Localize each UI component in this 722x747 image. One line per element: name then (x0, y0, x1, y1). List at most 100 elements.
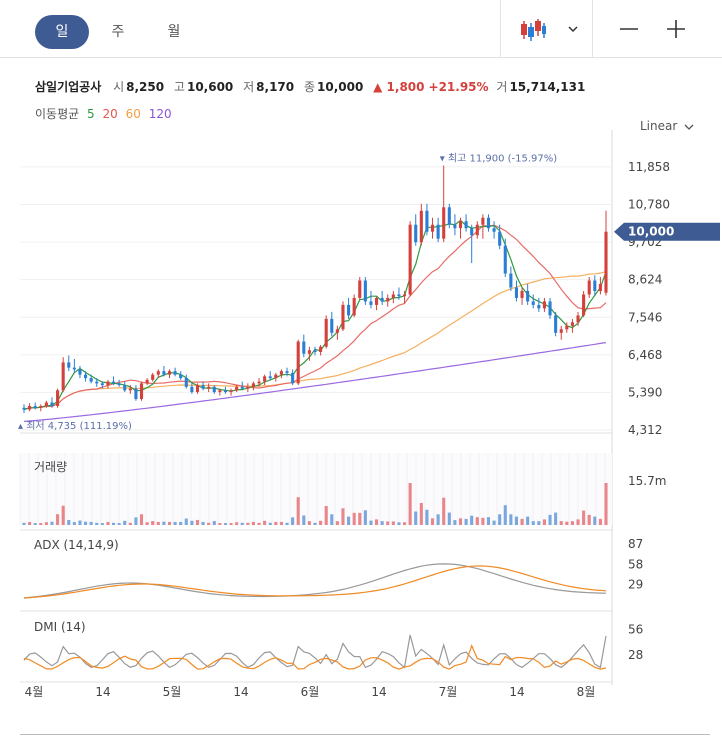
volume-label: 거 (496, 80, 508, 94)
candle (28, 403, 32, 412)
adx-axis-label: 58 (628, 557, 643, 571)
candle-body (184, 378, 188, 387)
candle (285, 367, 289, 377)
candle (369, 290, 373, 309)
candle (207, 383, 211, 393)
volume-bar (414, 511, 418, 525)
volume-bar (436, 514, 440, 525)
open-label: 시 (113, 80, 125, 94)
candle-body (100, 383, 104, 386)
candle-body (263, 376, 267, 382)
candle (229, 388, 233, 396)
stock-info: 삼일기업공사 시 8,250 고 10,600 저 8,170 종 10,000 ▲ 1… (35, 78, 591, 95)
tab-month[interactable]: 월 (167, 24, 181, 40)
ma-120-line (23, 342, 607, 422)
volume-bar (531, 521, 535, 525)
volume-bar (67, 520, 71, 525)
candle (604, 210, 608, 296)
volume-bar (201, 521, 205, 525)
candle (324, 315, 328, 349)
volume-bar (604, 483, 608, 525)
candle-body (604, 231, 608, 293)
stock-chart[interactable]: 11,85810,7809,7028,6247,5466,4685,3904,3… (0, 130, 722, 700)
volume-bar (274, 521, 278, 525)
candle (587, 277, 591, 298)
candle-body (481, 217, 485, 225)
candle-body (492, 228, 496, 232)
candle-body (128, 388, 132, 391)
candle (514, 280, 519, 302)
candle-body (542, 301, 546, 309)
candle (173, 367, 177, 377)
stock-name: 삼일기업공사 (35, 80, 102, 94)
volume-bar (509, 514, 513, 525)
scale-dropdown[interactable]: Linear (640, 119, 694, 133)
candle (380, 290, 384, 305)
volume-bar (391, 521, 395, 525)
volume-bar (587, 514, 591, 525)
candle (492, 221, 496, 239)
plus-icon[interactable] (665, 18, 687, 40)
volume-bar (145, 522, 149, 525)
price-axis-label: 7,546 (628, 310, 662, 324)
period-tabs: 일 주 월 (35, 15, 203, 49)
candle (223, 386, 228, 394)
candle-body (39, 406, 43, 408)
x-axis-label: 4월 (25, 685, 44, 699)
volume-bar (363, 510, 367, 525)
tab-week[interactable]: 주 (111, 24, 125, 40)
price-axis-label: 5,390 (628, 385, 662, 399)
x-axis-label: 14 (95, 685, 110, 699)
candle (481, 214, 485, 239)
candle (235, 385, 239, 393)
candle (72, 358, 76, 373)
candle-body (246, 386, 250, 389)
volume-bar (279, 521, 283, 525)
candle (50, 397, 54, 408)
candle-body (156, 371, 160, 375)
candle-body (319, 346, 323, 352)
tab-day[interactable]: 일 (35, 15, 89, 49)
candle (503, 238, 507, 278)
volume-bar (475, 517, 479, 525)
candlestick-icon[interactable] (520, 18, 546, 42)
volume-panel-label: 거래량 (34, 460, 67, 474)
candle-body (139, 383, 144, 400)
volume-bar (498, 514, 502, 525)
divider (500, 0, 501, 58)
candle-body (307, 350, 311, 354)
candle-body (531, 301, 535, 305)
volume-bar (128, 522, 132, 525)
candle-body (514, 287, 519, 298)
candle (246, 383, 250, 393)
low-value: 8,170 (256, 80, 295, 94)
candle (89, 374, 93, 384)
candle-body (408, 224, 412, 295)
scale-label: Linear (640, 119, 678, 133)
candle (375, 296, 379, 311)
x-axis-label: 7월 (439, 685, 458, 699)
chevron-down-icon[interactable] (566, 21, 580, 35)
x-axis-label: 6월 (301, 685, 320, 699)
candle-body (240, 386, 244, 389)
candle (78, 365, 82, 379)
candle-body (436, 224, 440, 239)
volume-bar (386, 521, 390, 525)
candle (475, 221, 479, 239)
candle-body (335, 329, 339, 333)
ma-120-label: 120 (148, 107, 172, 121)
minus-icon[interactable] (618, 18, 640, 40)
candle-body (257, 381, 261, 384)
candle-body (235, 386, 239, 391)
volume-bar (341, 508, 345, 525)
candle-body (464, 221, 468, 229)
candle (167, 369, 172, 379)
ma-5-label: 5 (87, 107, 95, 121)
volume-bar (111, 522, 116, 525)
candle-body (380, 297, 384, 302)
volume-bar (134, 517, 138, 525)
x-axis-label: 14 (371, 685, 386, 699)
volume-bar (542, 519, 546, 525)
candle (33, 402, 37, 410)
volume-bar (84, 521, 88, 525)
